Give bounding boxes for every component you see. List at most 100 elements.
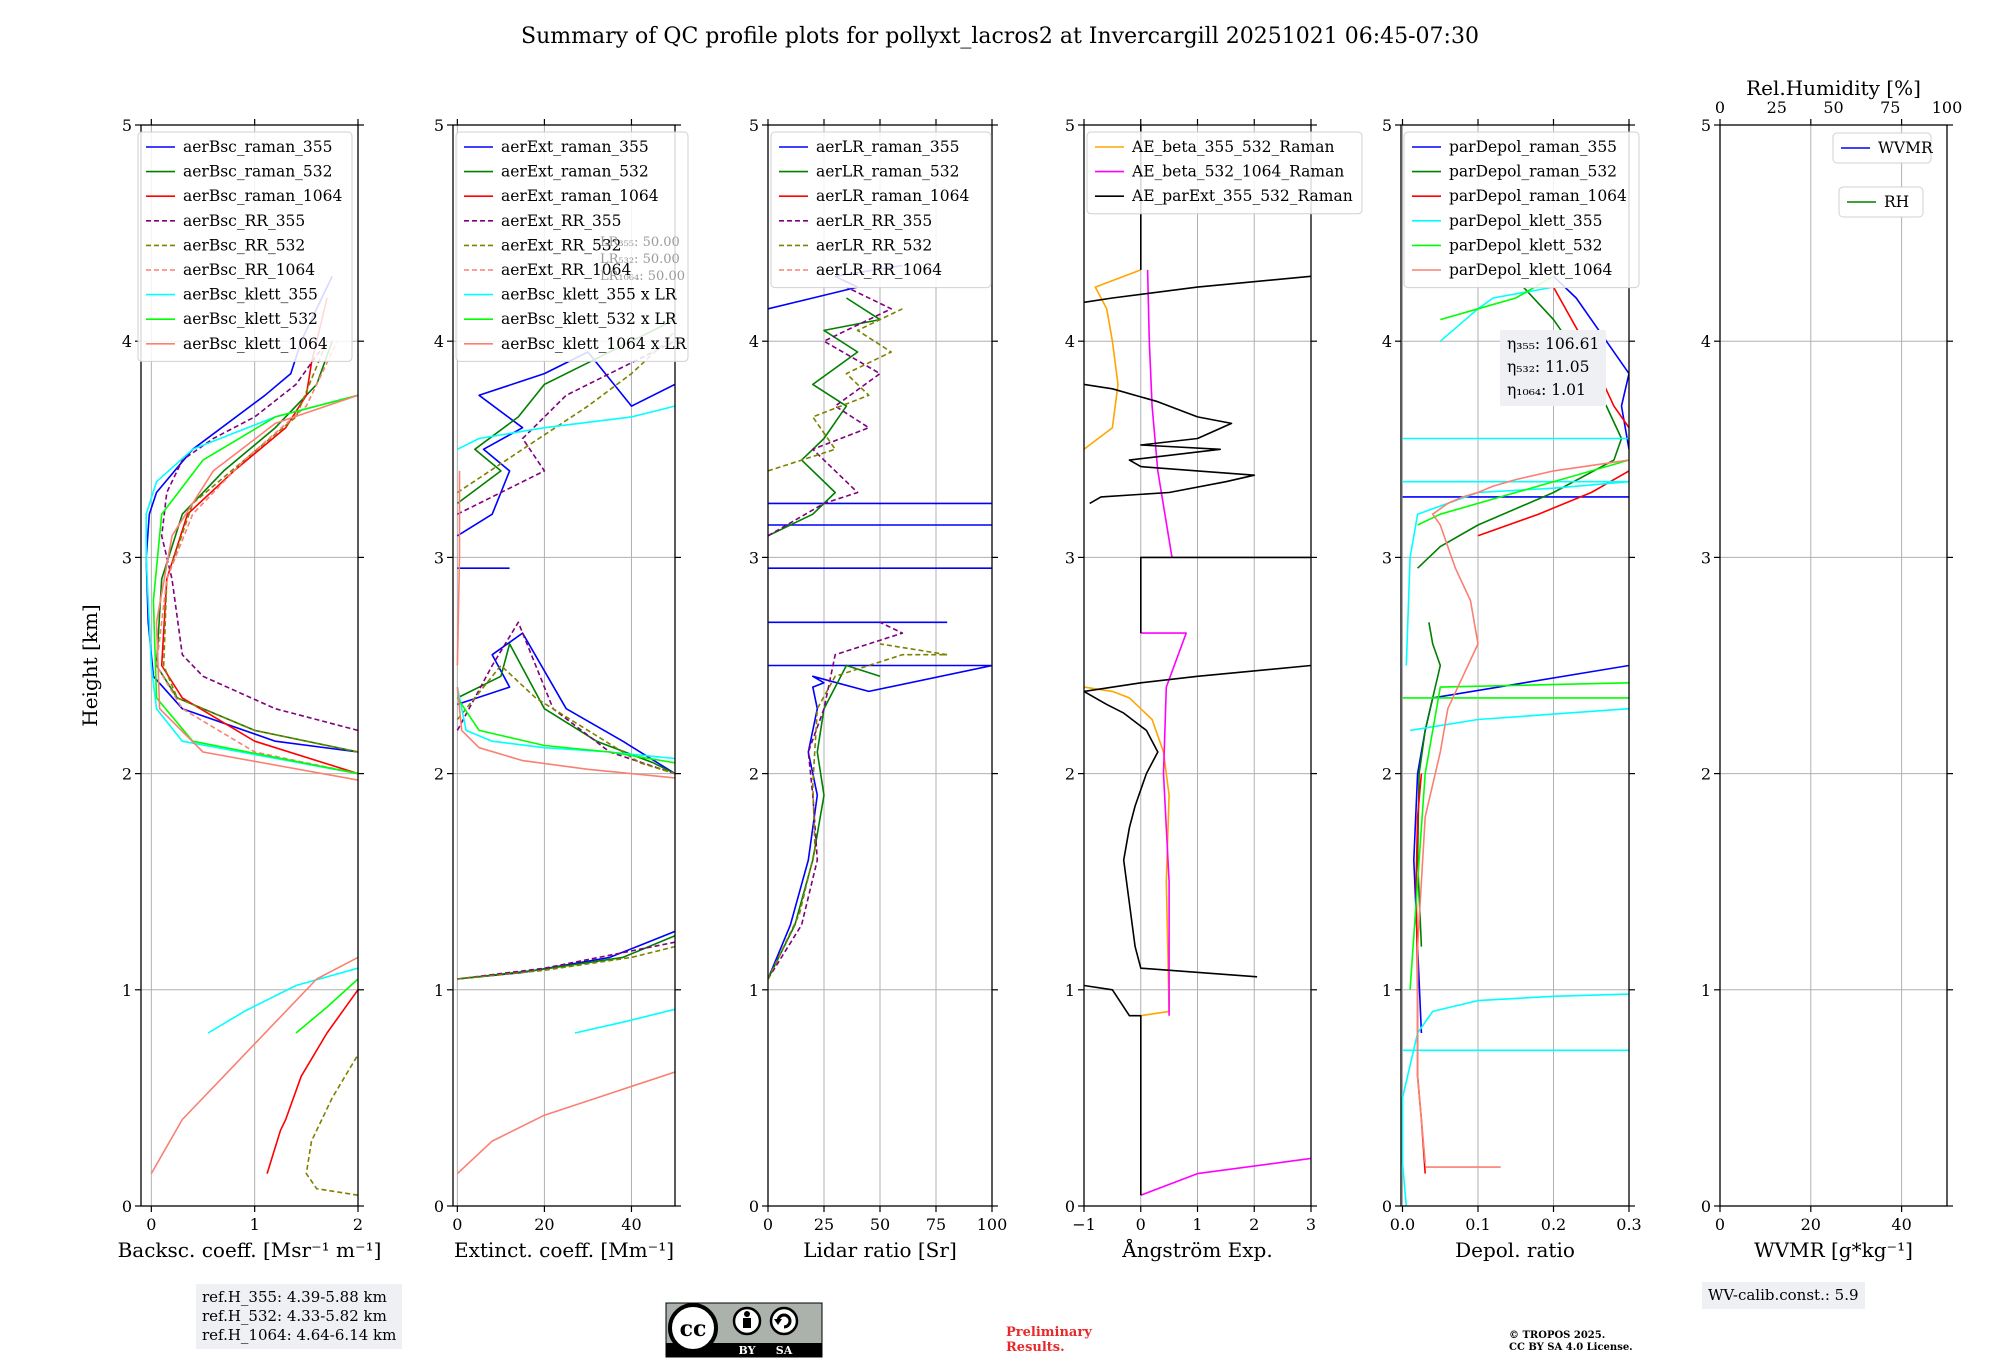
figure-title: Summary of QC profile plots for pollyxt_… — [521, 24, 1479, 49]
panel-water-vapor: 0 20 40 0 1 2 3 4 5 WVMR [g*kg⁻¹] 0 25 50 75 100 Rel.Hu… — [1701, 76, 1962, 1262]
x-tick-label: 50 — [870, 1215, 890, 1234]
legend-label: aerExt_RR_1064 — [501, 261, 632, 279]
series-line-aerBsc_RR_355 — [160, 340, 358, 732]
legend-label: parDepol_klett_355 — [1449, 212, 1602, 230]
legend-box — [1838, 186, 1924, 218]
lr-constant: LR₁₀₆₄: 50.00 — [600, 269, 685, 284]
y-tick-label: 2 — [749, 765, 759, 784]
legend: parDepol_raman_355 parDepol_raman_532 parD… — [1403, 131, 1640, 289]
wv-calibration-box: WV-calib.const.: 5.9 — [1702, 1282, 1865, 1309]
rh-tick-label: 75 — [1880, 98, 1900, 117]
y-tick-label: 5 — [749, 116, 759, 135]
series-line-aerExt_RR_532 — [456, 329, 675, 980]
legend-label: aerLR_RR_1064 — [816, 261, 942, 279]
y-tick-label: 3 — [749, 548, 759, 567]
copyright-line2: CC BY SA 4.0 License. — [1509, 1342, 1633, 1353]
eta-box-bg — [1500, 330, 1606, 406]
y-tick-label: 0 — [1701, 1197, 1711, 1216]
copyright-note: © TROPOS 2025. CC BY SA 4.0 License. — [1509, 1330, 1633, 1354]
y-tick-label: 5 — [1382, 116, 1392, 135]
y-tick-label: 4 — [749, 332, 759, 351]
x-tick-label: 0 — [146, 1215, 156, 1234]
legend-label: aerExt_raman_355 — [501, 138, 649, 156]
y-tick-label: 4 — [122, 332, 132, 351]
legend: aerBsc_raman_355 aerBsc_raman_532 aerBsc_r… — [137, 131, 353, 362]
series-line-aerBsc_klett_532 x LR — [456, 697, 675, 764]
copyright-line1: © TROPOS 2025. — [1509, 1330, 1606, 1341]
wv-calibration-constant: WV-calib.const.: 5.9 — [1708, 1286, 1859, 1304]
y-tick-label: 2 — [1382, 765, 1392, 784]
y-tick-label: 5 — [122, 116, 132, 135]
series-line-parDepol_klett_532 — [1402, 275, 1629, 990]
y-tick-label: 4 — [434, 332, 444, 351]
rh-tick-label: 50 — [1823, 98, 1843, 117]
series-line-aerExt_raman_532 — [456, 318, 675, 980]
x-axis-label: Extinct. coeff. [Mm⁻¹] — [454, 1238, 674, 1262]
legend-label: aerLR_raman_355 — [816, 138, 959, 156]
ref-height-355: ref.H_355: 4.39-5.88 km — [202, 1288, 387, 1306]
legend-label: aerLR_raman_532 — [816, 163, 959, 181]
y-tick-label: 5 — [1065, 116, 1075, 135]
x-tick-label: −1 — [1072, 1215, 1096, 1234]
legend: aerExt_raman_355 aerExt_raman_532 aerExt_r… — [455, 131, 689, 362]
x-tick-label: 1 — [1192, 1215, 1202, 1234]
legend-label: parDepol_klett_1064 — [1449, 261, 1612, 279]
eta-value: η₁₀₆₄: 1.01 — [1507, 381, 1586, 399]
legend-box — [137, 131, 353, 362]
legend-label: AE_beta_532_1064_Raman — [1131, 163, 1344, 181]
legend: WVMR RH — [1832, 132, 1934, 218]
x-tick-label: 1 — [250, 1215, 260, 1234]
x-tick-label: 2 — [353, 1215, 363, 1234]
x-tick-label: 75 — [926, 1215, 946, 1234]
legend-label: aerBsc_klett_1064 — [183, 335, 328, 353]
legend-label: aerBsc_klett_532 x LR — [501, 310, 678, 328]
lr-constants-note: LR₃₅₅: 50.00 LR₅₃₂: 50.00 LR₁₀₆₄: 50.00 — [600, 235, 685, 284]
legend-label: aerBsc_klett_532 — [183, 310, 318, 328]
x-axis-label: Ångström Exp. — [1121, 1237, 1272, 1262]
series-line-aerLR_raman_355 — [768, 264, 992, 980]
legend-box — [1832, 132, 1932, 164]
legend-label: aerExt_RR_355 — [501, 212, 622, 230]
series-line-AE_beta_355_532_Raman — [1084, 269, 1170, 1017]
legend-label: aerLR_raman_1064 — [816, 187, 969, 205]
legend-label: aerLR_RR_532 — [816, 236, 932, 254]
axes-frame — [1719, 124, 1948, 1207]
series-line-aerLR_RR_532 — [768, 308, 948, 980]
axes-frame — [140, 124, 359, 1207]
preliminary-line2: Results. — [1006, 1340, 1065, 1355]
y-tick-label: 0 — [434, 1197, 444, 1216]
legend-box — [1403, 131, 1640, 289]
legend: aerLR_raman_355 aerLR_raman_532 aerLR_rama… — [770, 131, 992, 289]
y-tick-label: 3 — [1382, 548, 1392, 567]
x-tick-label: 0.0 — [1390, 1215, 1415, 1234]
y-tick-label: 1 — [1382, 981, 1392, 1000]
x-tick-label: 0 — [763, 1215, 773, 1234]
x-tick-label: 0.3 — [1616, 1215, 1641, 1234]
sa-label: SA — [776, 1344, 793, 1357]
by-label: BY — [739, 1344, 756, 1357]
legend-label: aerBsc_RR_532 — [183, 236, 305, 254]
legend-box — [455, 131, 689, 362]
series-line-aerLR_raman_532 — [768, 297, 881, 980]
rh-tick-label: 0 — [1715, 98, 1725, 117]
legend-label: aerLR_RR_355 — [816, 212, 932, 230]
y-tick-label: 1 — [122, 981, 132, 1000]
legend: AE_beta_355_532_Raman AE_beta_532_1064_Ra… — [1086, 131, 1363, 215]
series-line-AE_parExt_355_532_Raman — [1084, 125, 1311, 1196]
rh-tick-label: 100 — [1932, 98, 1963, 117]
y-tick-label: 4 — [1382, 332, 1392, 351]
series-line-aerBsc_klett_355 — [145, 394, 358, 1034]
legend-label: aerBsc_raman_532 — [183, 163, 333, 181]
y-tick-label: 0 — [749, 1197, 759, 1216]
x-tick-label: 25 — [814, 1215, 834, 1234]
cc-icon — [668, 1303, 718, 1353]
cc-text: cc — [680, 1316, 707, 1342]
series-line-aerBsc_klett_1064 x LR — [456, 470, 675, 1175]
eta-value: η₅₃₂: 11.05 — [1507, 358, 1589, 376]
x-tick-label: 20 — [1801, 1215, 1821, 1234]
series-line-parDepol_raman_1064 — [1415, 286, 1629, 1174]
x-tick-label: 0 — [452, 1215, 462, 1234]
